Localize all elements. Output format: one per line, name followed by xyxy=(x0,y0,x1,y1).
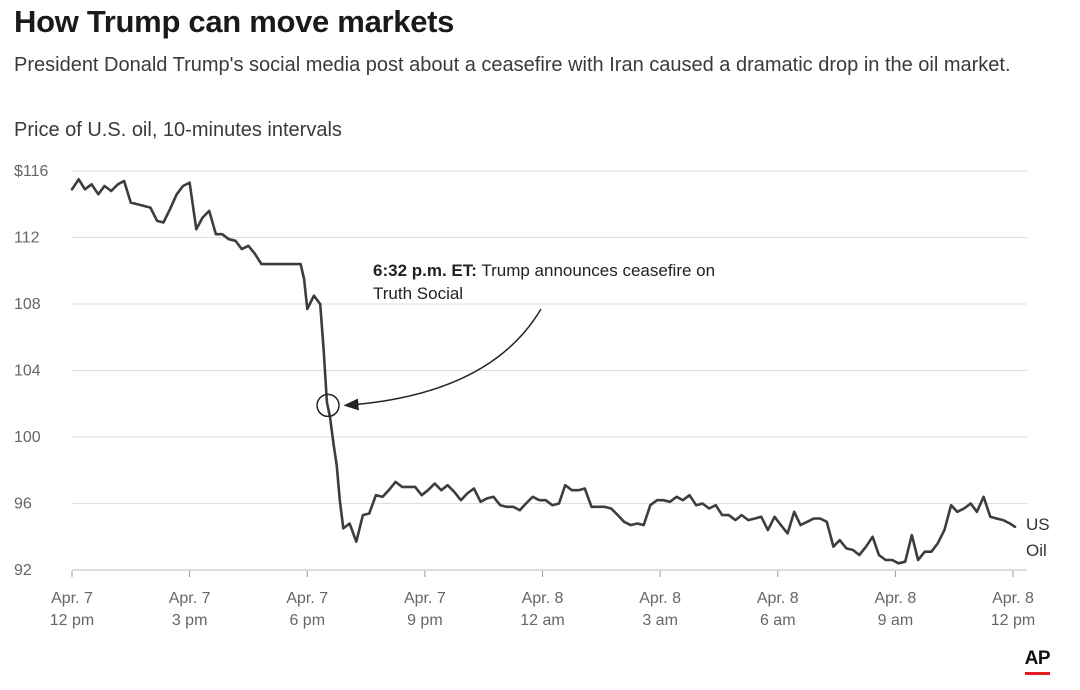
x-tick-label-time: 12 am xyxy=(520,612,564,629)
ceasefire-annotation: 6:32 p.m. ET: Trump announces ceasefire … xyxy=(316,261,715,418)
x-tick-label-date: Apr. 7 xyxy=(51,590,93,607)
annotation-arrow xyxy=(343,308,542,411)
chart-title: How Trump can move markets xyxy=(14,4,455,39)
series-label-line2: Oil xyxy=(1026,541,1047,560)
chart-subtitle: President Donald Trump's social media po… xyxy=(14,54,1011,76)
x-tick-label-date: Apr. 8 xyxy=(639,590,681,607)
y-tick-label: 112 xyxy=(14,230,40,247)
x-tick-label-date: Apr. 7 xyxy=(286,590,328,607)
x-tick-label-date: Apr. 8 xyxy=(874,590,916,607)
series-label: US Oil xyxy=(1026,515,1050,560)
chart-axis-description: Price of U.S. oil, 10-minutes intervals xyxy=(14,119,342,141)
y-tick-label: 104 xyxy=(14,363,41,380)
ap-logo: AP xyxy=(1024,648,1051,669)
x-tick-label-time: 12 pm xyxy=(50,612,94,629)
y-tick-label: 92 xyxy=(14,562,32,579)
y-tick-label: 100 xyxy=(14,429,41,446)
y-axis: $116 112 108 104 100 96 92 xyxy=(14,163,49,579)
x-tick-label-date: Apr. 7 xyxy=(404,590,446,607)
series-line-us-oil xyxy=(70,178,1017,565)
x-tick-label-date: Apr. 8 xyxy=(992,590,1034,607)
annotation-circle xyxy=(316,393,340,418)
x-tick-label-time: 9 am xyxy=(878,612,914,629)
annotation-text: 6:32 p.m. ET: Trump announces ceasefire … xyxy=(373,261,715,280)
x-axis: Apr. 7 12 pm Apr. 7 3 pm Apr. 7 6 pm Apr. 7 9 p… xyxy=(50,571,1035,629)
x-tick-label-date: Apr. 8 xyxy=(757,590,799,607)
annotation-line2: Truth Social xyxy=(373,284,463,303)
y-tick-label: 108 xyxy=(14,296,41,313)
y-tick-label: $116 xyxy=(14,163,49,180)
x-tick-label-time: 6 pm xyxy=(289,612,325,629)
series-line-layer xyxy=(70,178,1017,565)
annotation-line1: Trump announces ceasefire on xyxy=(477,261,715,280)
x-tick-label-date: Apr. 8 xyxy=(522,590,564,607)
y-tick-label: 96 xyxy=(14,496,32,513)
x-tick-label-time: 12 pm xyxy=(991,612,1035,629)
x-tick-label-time: 6 am xyxy=(760,612,796,629)
x-tick-label-time: 3 am xyxy=(642,612,678,629)
x-tick-label-time: 9 pm xyxy=(407,612,443,629)
annotation-time: 6:32 p.m. ET: xyxy=(373,261,477,280)
x-tick-label-time: 3 pm xyxy=(172,612,208,629)
series-label-line1: US xyxy=(1026,515,1050,534)
ap-logo-accent xyxy=(1025,672,1050,675)
x-tick-label-date: Apr. 7 xyxy=(169,590,211,607)
